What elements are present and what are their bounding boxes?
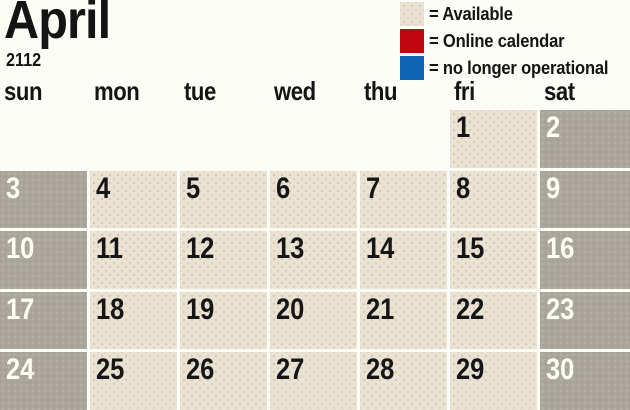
day-number: 4 [96,171,111,205]
day-cell-2[interactable]: 2 [540,110,630,168]
day-cell-8[interactable]: 8 [450,170,537,228]
legend-swatch-no-longer-operational [400,56,424,80]
day-cell-23[interactable]: 23 [540,291,630,349]
weekday-header-label: mon [94,76,140,106]
day-cell-11[interactable]: 11 [90,231,177,289]
year-label: 2112 [6,50,42,70]
day-cell-19[interactable]: 19 [180,291,267,349]
day-cell-18[interactable]: 18 [90,291,177,349]
legend: = Available = Online calendar = no longer … [400,2,624,80]
day-cell-27[interactable]: 27 [270,352,357,410]
day-number: 16 [546,232,575,265]
weekday-header-label: thu [364,76,398,106]
day-number: 6 [276,171,291,205]
day-cell-5[interactable]: 5 [180,170,267,228]
day-number: 12 [186,232,215,265]
day-number: 5 [186,171,201,205]
empty-cell [90,110,177,168]
legend-swatch-online-calendar [400,29,424,53]
weekday-header-sun: sun [0,78,87,107]
day-cell-4[interactable]: 4 [90,170,177,228]
weekday-header-label: sat [544,76,575,106]
weekday-header-mon: mon [90,78,177,107]
empty-cell [270,110,357,168]
month-title: April [4,0,111,50]
day-number: 30 [546,353,575,386]
weekday-header-label: wed [274,76,316,106]
day-number: 26 [186,353,215,386]
day-number: 19 [186,292,215,326]
weekday-header-sat: sat [540,78,630,107]
day-cell-16[interactable]: 16 [540,231,630,289]
day-number: 23 [546,292,575,326]
day-number: 10 [6,232,35,265]
weekday-header-wed: wed [270,78,357,107]
legend-item-no-longer-operational: = no longer operational [400,56,624,80]
day-cell-9[interactable]: 9 [540,170,630,228]
day-cell-30[interactable]: 30 [540,352,630,410]
day-number: 8 [456,171,471,205]
legend-item-online-calendar: = Online calendar [400,29,624,53]
day-number: 22 [456,292,485,326]
weekday-header-label: fri [454,76,475,106]
day-cell-1[interactable]: 1 [450,110,537,168]
day-number: 14 [366,232,395,265]
day-number: 17 [6,292,35,326]
day-cell-3[interactable]: 3 [0,170,87,228]
day-cell-25[interactable]: 25 [90,352,177,410]
day-cell-24[interactable]: 24 [0,352,87,410]
weekday-header-label: tue [184,76,216,106]
day-number: 29 [456,353,485,386]
day-number: 18 [96,292,125,326]
day-cell-22[interactable]: 22 [450,291,537,349]
day-number: 27 [276,353,305,386]
day-number: 13 [276,232,305,265]
calendar-grid: sun mon tue wed thu fri sat 1 2 3 4 5 6 7 8 9 10 11 12 13 14… [0,78,630,410]
day-number: 3 [6,171,21,205]
empty-cell [360,110,447,168]
empty-cell [0,110,87,168]
day-number: 2 [546,111,561,144]
day-cell-20[interactable]: 20 [270,291,357,349]
day-cell-29[interactable]: 29 [450,352,537,410]
day-number: 15 [456,232,485,265]
weekday-header-fri: fri [450,78,537,107]
day-number: 24 [6,353,35,386]
day-cell-13[interactable]: 13 [270,231,357,289]
day-cell-26[interactable]: 26 [180,352,267,410]
day-number: 28 [366,353,395,386]
day-number: 11 [96,232,123,265]
day-cell-6[interactable]: 6 [270,170,357,228]
day-number: 9 [546,171,561,205]
day-cell-12[interactable]: 12 [180,231,267,289]
day-number: 7 [366,171,381,205]
legend-label-online-calendar: = Online calendar [429,30,565,51]
day-number: 1 [456,111,471,144]
legend-swatch-available [400,2,424,26]
day-cell-14[interactable]: 14 [360,231,447,289]
weekday-header-tue: tue [180,78,267,107]
legend-label-no-longer-operational: = no longer operational [429,57,609,78]
day-cell-28[interactable]: 28 [360,352,447,410]
legend-label-available: = Available [429,3,513,24]
day-cell-17[interactable]: 17 [0,291,87,349]
legend-item-available: = Available [400,2,624,26]
weekday-header-label: sun [4,76,43,106]
day-number: 21 [366,292,395,326]
day-number: 20 [276,292,305,326]
day-cell-10[interactable]: 10 [0,231,87,289]
weekday-header-thu: thu [360,78,447,107]
day-number: 25 [96,353,125,386]
day-cell-7[interactable]: 7 [360,170,447,228]
day-cell-15[interactable]: 15 [450,231,537,289]
empty-cell [180,110,267,168]
day-cell-21[interactable]: 21 [360,291,447,349]
